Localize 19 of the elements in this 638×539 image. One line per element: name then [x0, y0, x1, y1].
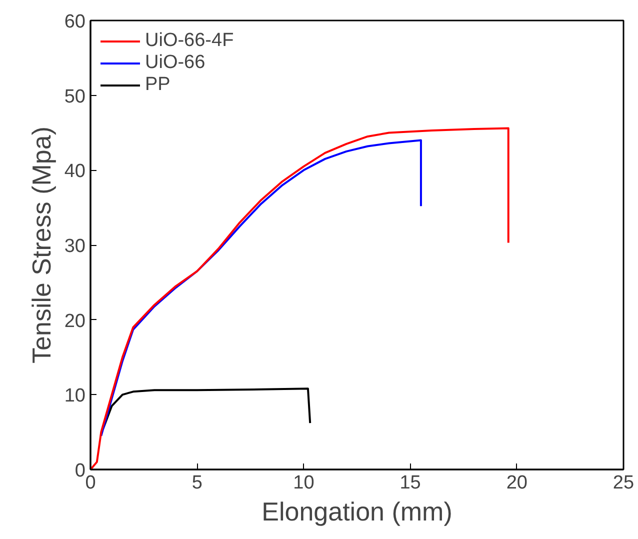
- y-tick-label: 20: [64, 310, 86, 332]
- x-tick-label: 25: [612, 472, 634, 494]
- x-tick-label: 15: [400, 472, 421, 494]
- x-axis-title: Elongation (mm): [262, 496, 452, 526]
- y-tick-label: 60: [64, 12, 86, 32]
- line-series: [102, 388, 312, 430]
- y-axis-title: Tensile Stress (Mpa): [26, 126, 56, 364]
- legend-label: UiO-66-4F: [145, 30, 234, 52]
- y-tick-label: 50: [64, 86, 86, 108]
- y-tick-label: 10: [64, 386, 86, 407]
- x-tick-label: 5: [192, 472, 202, 494]
- legend-label: PP: [145, 74, 170, 96]
- y-tick-label: 40: [64, 161, 86, 182]
- x-tick-label: 20: [506, 472, 528, 494]
- x-tick-label: 10: [293, 472, 314, 494]
- line-series: [90, 127, 510, 470]
- line-series: [100, 139, 422, 437]
- legend-label: UiO-66: [145, 52, 206, 74]
- y-tick-label: 30: [64, 236, 86, 257]
